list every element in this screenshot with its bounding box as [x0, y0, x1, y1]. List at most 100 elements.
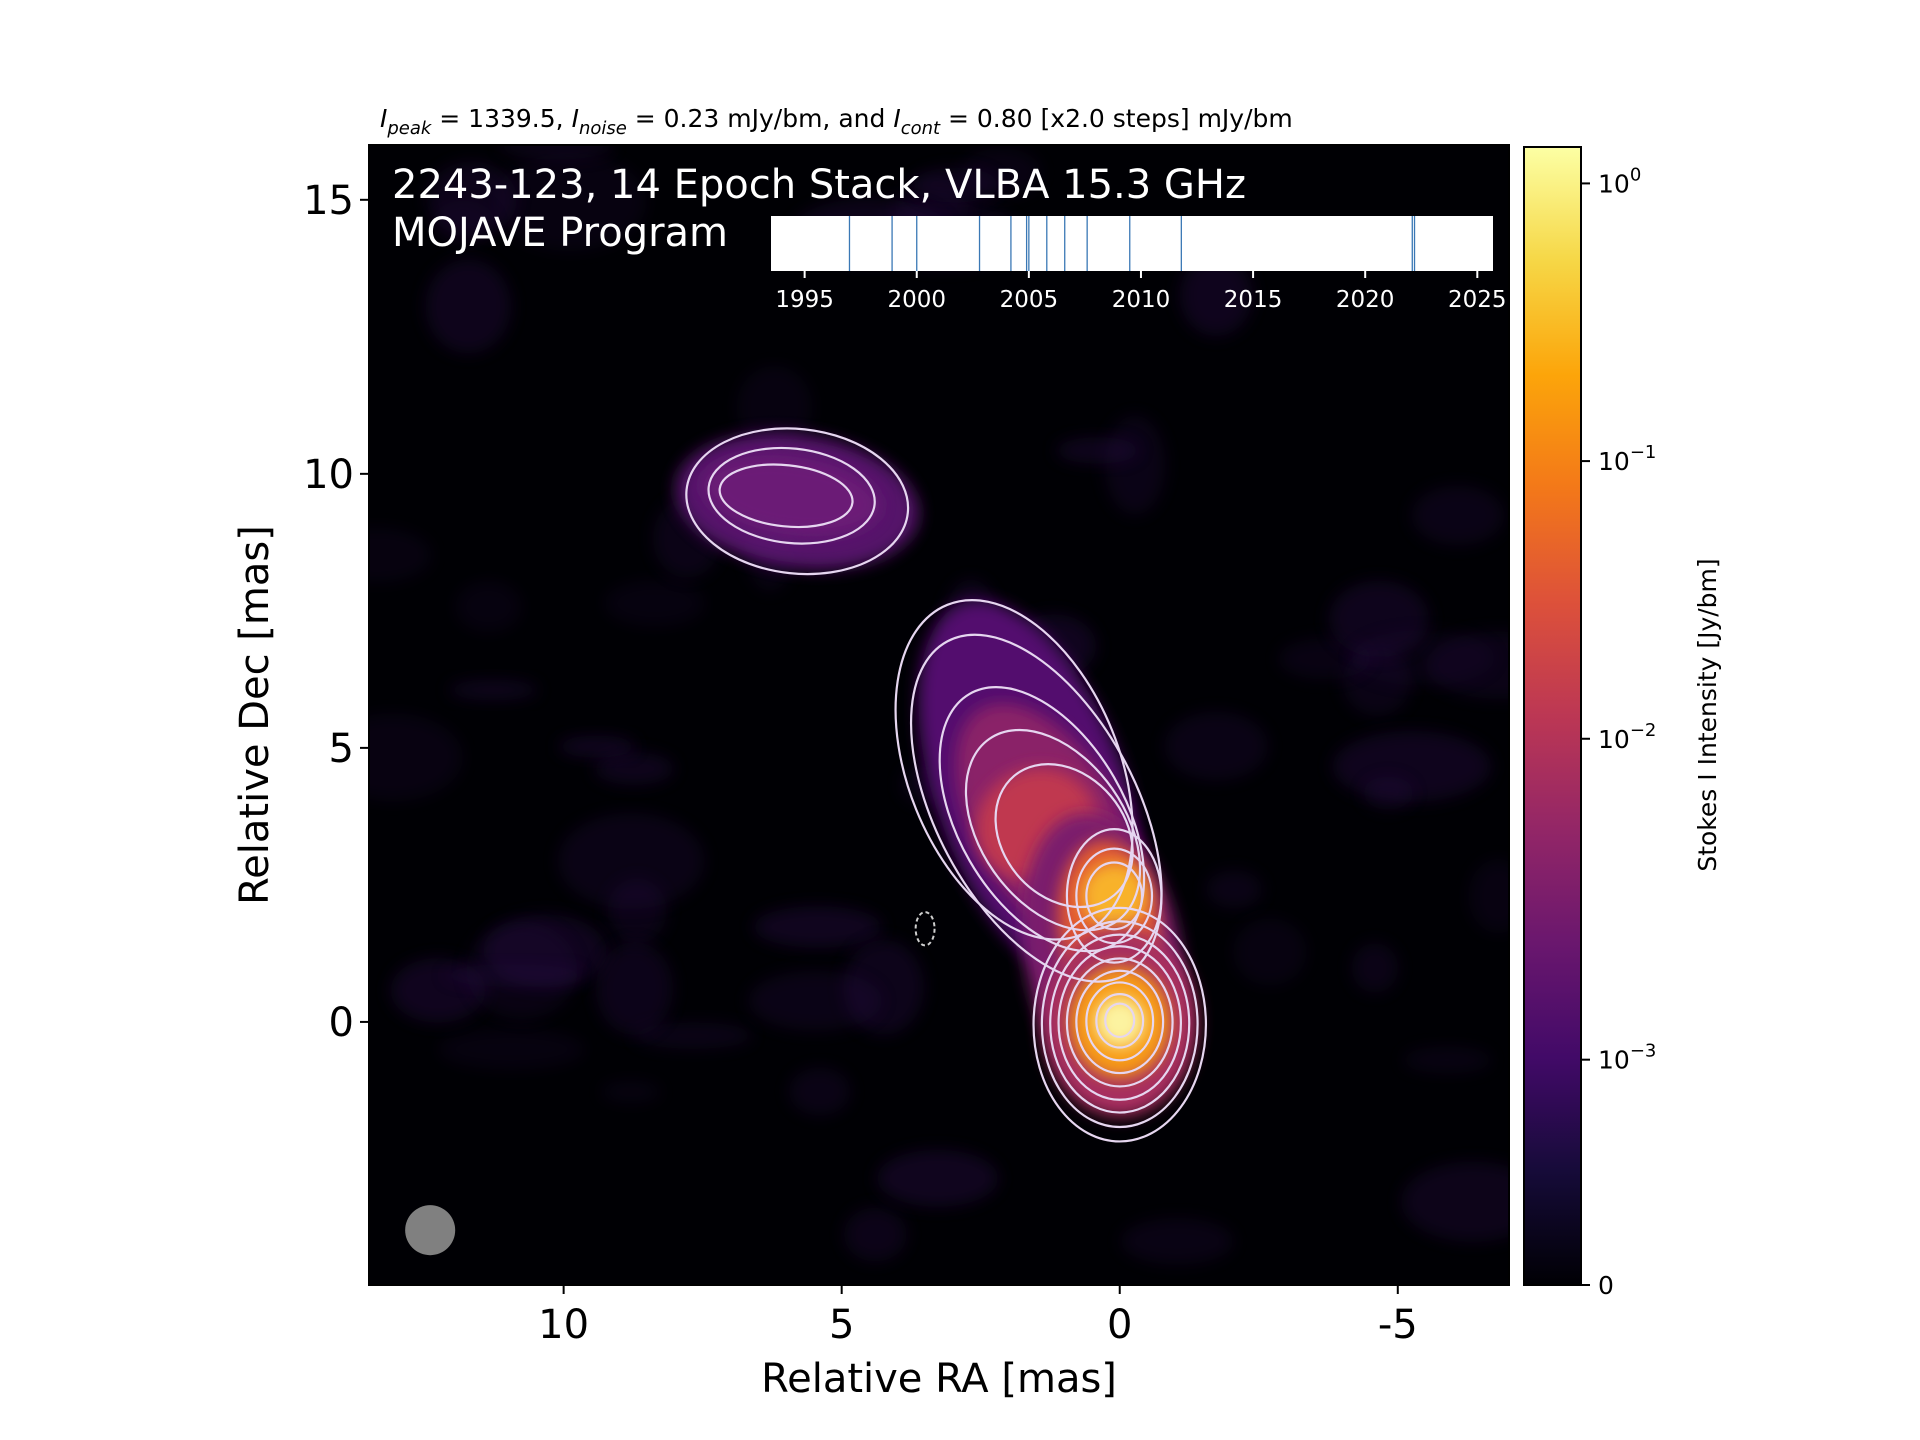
noise-blob: [432, 200, 495, 246]
colorbar-tick-label: 10−2: [1598, 720, 1656, 754]
noise-blob: [844, 1207, 907, 1262]
subtitle-peak-text: = 1339.5,: [431, 104, 571, 133]
noise-blob: [437, 1028, 586, 1070]
noise-blob: [448, 679, 539, 701]
contour-jet-3: [964, 728, 1142, 932]
noise-blob: [1120, 1217, 1234, 1265]
y-tick-label: 15: [303, 178, 354, 224]
noise-blob: [1363, 776, 1414, 810]
noise-blob: [1411, 485, 1505, 546]
subtitle-peak-subscript: peak: [386, 118, 433, 139]
contour-core-3: [1057, 945, 1183, 1101]
noise-blob: [558, 735, 637, 758]
emission-layer: [369, 145, 1509, 1265]
timeline-tick-label: 2015: [1224, 287, 1283, 313]
noise-blob: [1402, 1046, 1493, 1074]
contour-jet-2: [938, 686, 1146, 953]
noise-blob: [748, 970, 883, 1031]
x-tick-label: 5: [829, 1302, 854, 1348]
colorbar-label: Stokes I Intensity [Jy/bm]: [1693, 558, 1722, 871]
colorbar-ticks: 0 10−3 10−2 10−1 100: [1581, 164, 1656, 1300]
plot-frame: [368, 144, 1510, 1286]
beam-ellipse: [405, 1205, 456, 1256]
noise-blob: [1351, 943, 1399, 993]
y-tick-label: 5: [329, 726, 354, 772]
contour-core-2: [1049, 933, 1191, 1114]
colorbar-gradient: [1523, 146, 1582, 1286]
image-plot: 2243-123, 14 Epoch Stack, VLBA 15.3 GHz …: [303, 144, 1510, 1348]
timeline-box: [771, 216, 1493, 271]
noise-blob: [1179, 254, 1253, 336]
contour-core-5: [1075, 969, 1165, 1075]
colorbar-tick-label: 100: [1598, 164, 1641, 198]
chart-subtitle: Ipeak = 1339.5, Inoise = 0.23 mJy/bm, an…: [380, 104, 1293, 139]
contour-core-4: [1065, 957, 1174, 1088]
epoch-timeline: 1995 2000 2005 2010 2015 2020 2025: [771, 216, 1507, 313]
timeline-tick-label: 1995: [775, 287, 834, 313]
contour-core-7: [1095, 993, 1145, 1049]
contour-layer: [685, 427, 1208, 1143]
x-axis-label: Relative RA [mas]: [761, 1356, 1117, 1402]
noise-blob: [604, 580, 706, 627]
contour-northern-knot-2: [718, 463, 854, 529]
emission-northern-knot-core: [703, 455, 880, 537]
timeline-tick-label: 2025: [1448, 287, 1507, 313]
colorbar-tick-label: 10−1: [1598, 442, 1656, 476]
noise-blob: [557, 812, 705, 909]
noise-blob: [877, 1149, 999, 1207]
noise-blob: [1468, 859, 1509, 934]
y-tick-label: 10: [303, 452, 354, 498]
dashed-contour: [914, 911, 936, 947]
subtitle-peak-symbol: I: [380, 104, 387, 133]
noise-blob: [1104, 415, 1166, 515]
colorbar-tick-label: 0: [1598, 1271, 1614, 1300]
noise-blob: [1233, 918, 1307, 986]
contour-core-0: [1032, 906, 1208, 1143]
subtitle-cont-subscript: cont: [901, 118, 941, 139]
noise-blob: [753, 906, 882, 948]
contour-jet-1: [909, 633, 1163, 983]
noise-blob: [369, 713, 463, 802]
noise-blob: [912, 167, 999, 203]
timeline-tick-label: 2020: [1336, 287, 1395, 313]
timeline-tick-label: 2010: [1112, 287, 1171, 313]
contour-jet-4: [994, 763, 1134, 909]
x-tick-label: 0: [1107, 1302, 1132, 1348]
noise-blob: [594, 752, 674, 785]
noise-blob: [596, 942, 673, 1035]
noise-blob: [1401, 1161, 1509, 1242]
timeline-tick-label: 2000: [887, 287, 946, 313]
axes: 10 5 0 -5 0 5 10 15: [303, 178, 1418, 1348]
noise-blob: [789, 1067, 851, 1116]
noise-blob: [1351, 630, 1495, 686]
noise-blob: [369, 527, 433, 583]
noise-blob: [600, 1080, 662, 1104]
y-axis-label: Relative Dec [mas]: [232, 525, 278, 905]
subtitle-noise-symbol: I: [572, 104, 579, 133]
noise-blob: [466, 921, 578, 1019]
subtitle-noise-subscript: noise: [579, 118, 627, 139]
timeline-tick-label: 2005: [1000, 287, 1059, 313]
x-tick-label: -5: [1378, 1302, 1418, 1348]
y-tick-label: 0: [329, 1000, 354, 1046]
contour-jet-0: [894, 599, 1134, 941]
contour-core-6: [1085, 981, 1155, 1062]
x-tick-label: 10: [538, 1302, 589, 1348]
subtitle-cont-text: = 0.80 [x2.0 steps] mJy/bm: [940, 104, 1293, 133]
colorbar-tick-label: 10−3: [1598, 1041, 1656, 1075]
noise-blob: [1056, 437, 1140, 464]
emission-core: [1094, 996, 1145, 1047]
colorbar: 0 10−3 10−2 10−1 100 Stokes I Intensity [Jy/…: [1523, 146, 1722, 1300]
noise-blob: [1205, 870, 1263, 909]
contour-northern-knot-0: [685, 427, 910, 576]
beam-layer: [405, 1205, 456, 1256]
subtitle-cont-symbol: I: [893, 104, 900, 133]
contour-northern-knot-1: [707, 446, 876, 545]
plot-title-line2: MOJAVE Program: [392, 210, 728, 256]
noise-blob: [633, 1022, 753, 1049]
contour-core-8: [1104, 1002, 1136, 1039]
subtitle-noise-text: = 0.23 mJy/bm, and: [627, 104, 894, 133]
noise-blob: [455, 580, 522, 633]
contour-core-1: [1040, 920, 1199, 1129]
